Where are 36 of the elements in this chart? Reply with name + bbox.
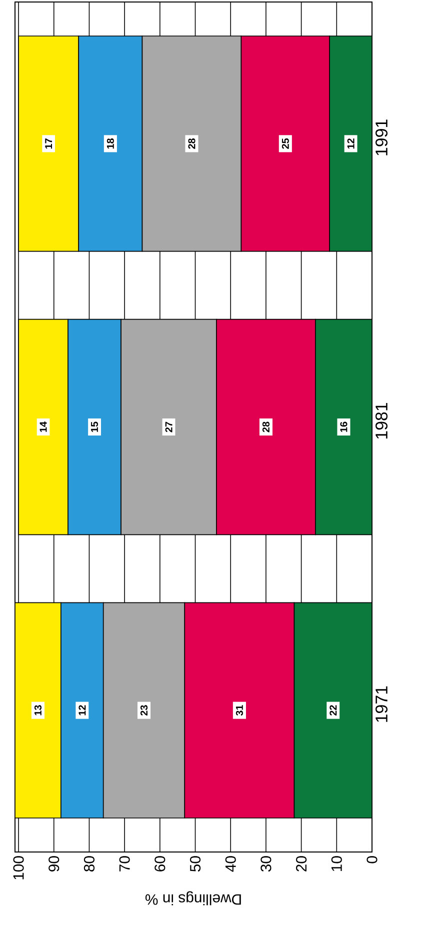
y-tick-label: 1971 (376, 686, 388, 722)
data-label: 16 (340, 422, 348, 432)
x-tick-label: 10 (331, 856, 342, 871)
x-tick-label: 50 (190, 856, 201, 872)
x-tick-label: 20 (296, 856, 307, 872)
data-label: 17 (45, 138, 52, 149)
bar (294, 602, 372, 818)
x-tick-label: 90 (48, 856, 60, 872)
data-label: 12 (347, 138, 354, 149)
data-label: 31 (236, 705, 243, 716)
x-tick-label: 80 (84, 856, 95, 872)
data-label: 12 (78, 705, 86, 716)
x-tick-label: 60 (154, 856, 166, 872)
bar (14, 602, 62, 818)
data-label: 28 (262, 422, 270, 432)
data-label: 15 (91, 422, 98, 432)
bar (18, 318, 68, 536)
data-label: 25 (282, 138, 289, 149)
data-label: 22 (330, 705, 337, 716)
data-label: 23 (140, 705, 148, 716)
data-label: 14 (40, 422, 47, 432)
x-tick-label: 70 (119, 856, 130, 872)
bar (18, 36, 80, 252)
x-tick-label: 30 (260, 856, 272, 872)
data-label: 13 (34, 705, 42, 716)
x-tick-label: 40 (225, 856, 236, 872)
bar (315, 318, 372, 536)
x-tick-label: 0 (366, 856, 378, 864)
y-tick-label: 1991 (376, 120, 388, 156)
data-label: 28 (188, 138, 196, 149)
data-label: 27 (165, 422, 172, 432)
y-tick-label: 1981 (376, 402, 388, 439)
bar (329, 36, 372, 252)
data-label: 18 (106, 138, 114, 149)
x-axis-title: Dwellings in % (145, 891, 241, 906)
x-tick-label: 100 (13, 856, 24, 880)
